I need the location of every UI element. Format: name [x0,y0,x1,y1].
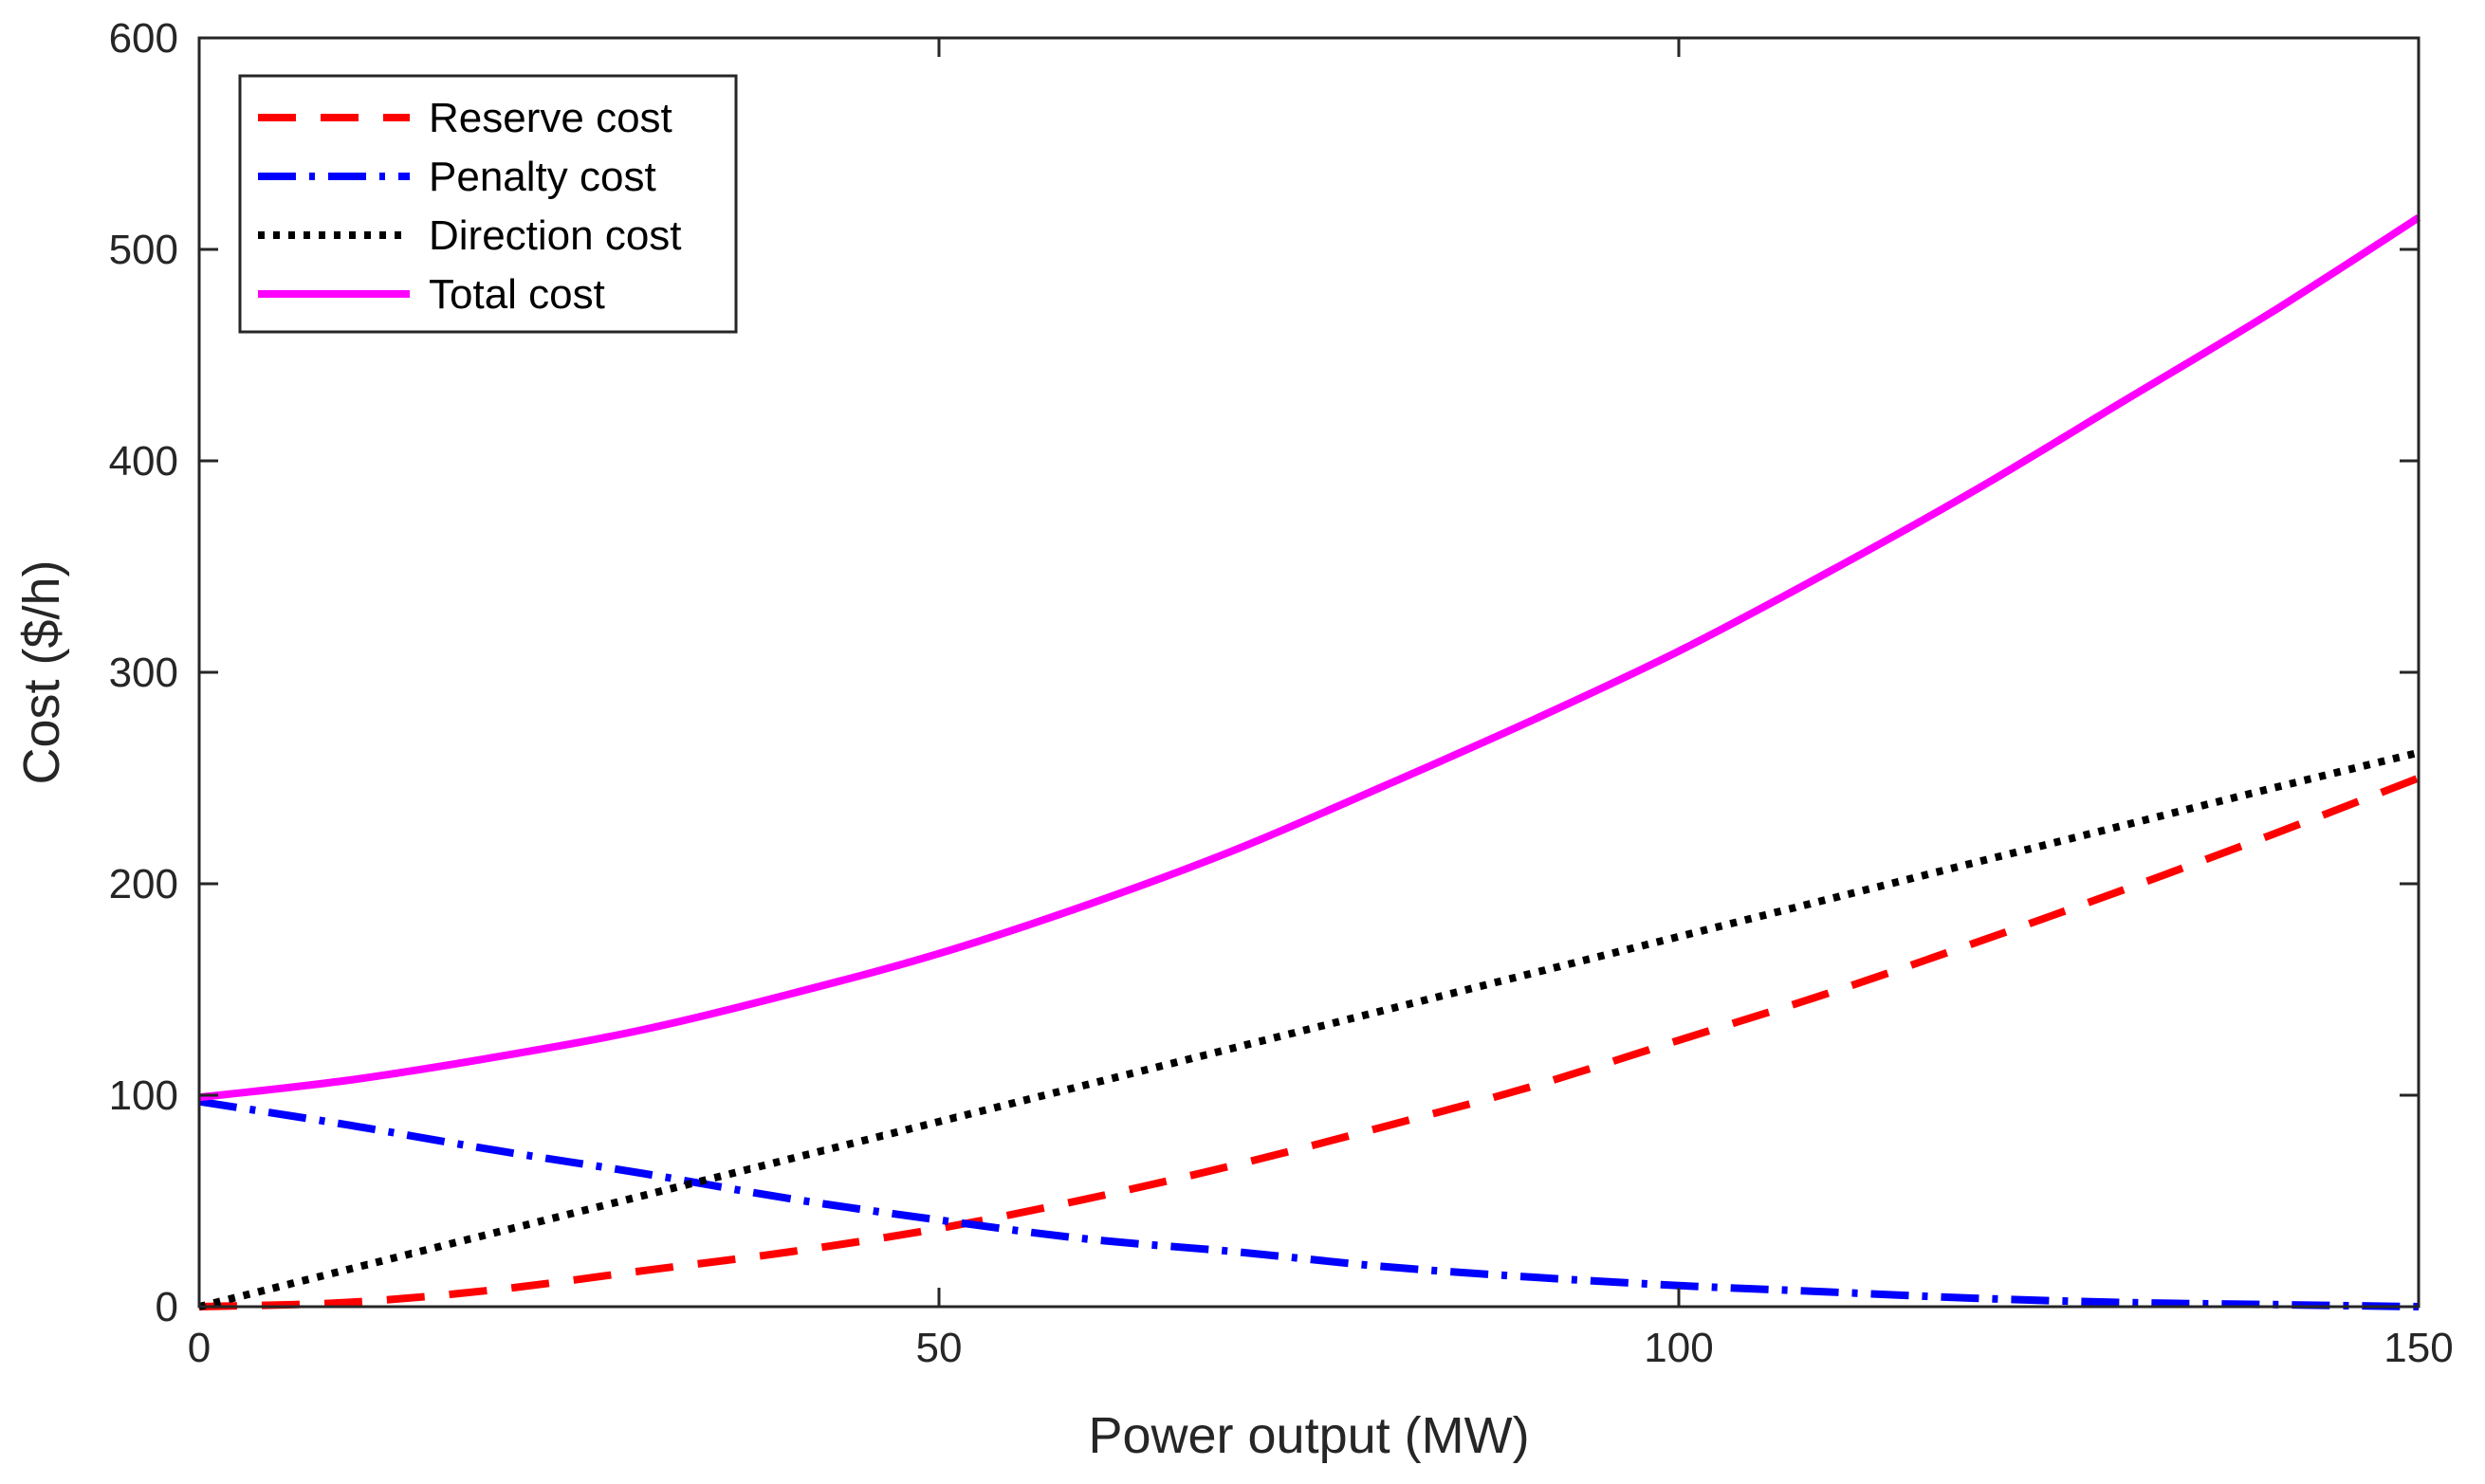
legend-label: Total cost [429,271,605,318]
x-axis-label: Power output (MW) [1088,1407,1529,1464]
series-layer [198,214,2421,1310]
y-tick-label: 600 [109,15,178,62]
legend: Reserve cost Penalty cost Direction cost To… [238,74,738,334]
series-line-direction-cost [198,748,2420,1310]
y-tick-label: 200 [109,861,178,907]
y-tick-label: 300 [109,650,178,696]
x-tick-label: 0 [188,1325,211,1371]
legend-items: Reserve cost Penalty cost Direction cost To… [258,95,682,318]
tick-labels-layer: 0 50 100 150 0 100 200 300 400 500 600 [109,15,2454,1371]
series-line-penalty-cost [198,1097,2420,1310]
series-line-total-cost [198,214,2421,1102]
y-tick-label: 100 [109,1072,178,1119]
legend-label: Direction cost [429,212,682,259]
y-tick-label: 400 [109,438,178,485]
y-tick-label: 0 [156,1284,178,1330]
x-tick-label: 100 [1644,1325,1713,1371]
legend-label: Penalty cost [429,154,656,200]
x-tick-label: 150 [2384,1325,2453,1371]
plot-frame [197,36,2421,1309]
y-axis-label: Cost ($/h) [13,559,70,784]
y-tick-label: 500 [109,227,178,273]
series-line-reserve-cost [198,774,2421,1310]
legend-label: Reserve cost [429,95,672,141]
x-tick-label: 50 [916,1325,963,1371]
